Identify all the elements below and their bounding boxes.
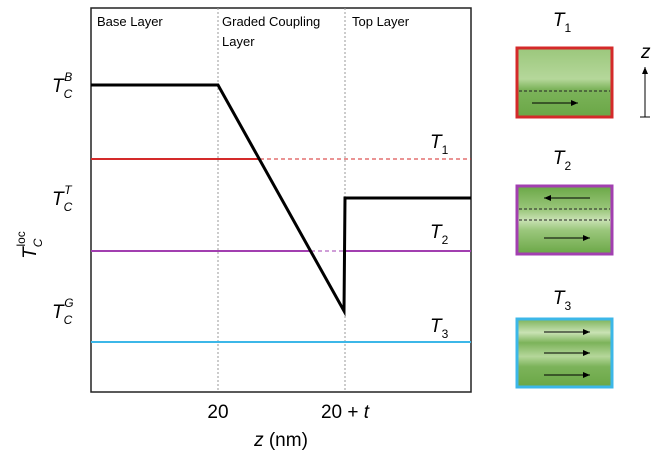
region-label: Top Layer bbox=[352, 14, 410, 29]
y-tick-label: TCT bbox=[52, 183, 73, 214]
y-tick-label: TCB bbox=[52, 70, 73, 101]
region-label: Layer bbox=[222, 34, 255, 49]
curve-label: T3 bbox=[430, 316, 449, 341]
plot: Base Layer Graded Coupling Layer Top Lay… bbox=[14, 8, 471, 451]
curve-label: T1 bbox=[430, 132, 449, 157]
x-tick-label: 20 + t bbox=[321, 402, 370, 423]
region-label: Base Layer bbox=[97, 14, 163, 29]
panel-title: T3 bbox=[553, 288, 572, 313]
tc-profile bbox=[91, 85, 471, 311]
x-tick-label: 20 bbox=[207, 402, 228, 423]
y-axis-label: TCloc bbox=[14, 231, 45, 259]
panel-title: T1 bbox=[553, 10, 572, 35]
z-label: z bbox=[640, 42, 651, 63]
x-axis-label: z (nm) bbox=[253, 430, 308, 451]
panel-title: T2 bbox=[553, 148, 572, 173]
region-label: Graded Coupling bbox=[222, 14, 320, 29]
curve-label: T2 bbox=[430, 222, 449, 247]
panels: T1 z T2 T3 bbox=[517, 10, 651, 387]
panel-box bbox=[517, 48, 612, 117]
y-tick-label: TCG bbox=[52, 296, 74, 327]
figure: Base Layer Graded Coupling Layer Top Lay… bbox=[0, 0, 663, 454]
